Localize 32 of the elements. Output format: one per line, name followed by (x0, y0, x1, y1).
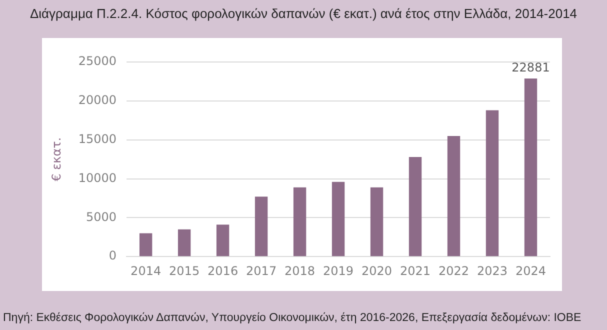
data-label: 22881 (512, 60, 550, 75)
bar (254, 196, 268, 256)
chart-title: Διάγραμμα Π.2.2.4. Κόστος φορολογικών δαπανών (€ εκατ.) ανά έτος στην Ελλάδα, 2014-2014 (28, 6, 578, 21)
x-tick-label: 2017 (246, 264, 277, 278)
x-tick-label: 2020 (362, 264, 392, 278)
x-tick-label: 2019 (323, 264, 354, 278)
y-axis-title: € εκατ. (49, 137, 64, 182)
bar (370, 187, 384, 256)
x-tick-label: 2024 (515, 264, 546, 278)
x-tick-label: 2014 (130, 264, 162, 278)
x-tick-label: 2018 (284, 264, 316, 278)
y-tick-label: 5000 (86, 210, 117, 224)
bar (447, 136, 460, 256)
y-tick-label: 10000 (78, 170, 117, 185)
y-tick-label: 0 (108, 248, 117, 263)
bar (332, 182, 345, 256)
bar (486, 110, 499, 256)
x-tick-label: 2016 (208, 264, 238, 278)
bar (139, 233, 152, 256)
bar (293, 187, 306, 256)
x-tick-label: 2023 (476, 264, 508, 278)
x-tick-label: 2022 (438, 264, 470, 278)
x-tick-label: 2015 (169, 264, 200, 278)
bar (216, 224, 230, 256)
bar (524, 78, 538, 256)
x-tick-label: 2021 (400, 264, 431, 278)
text: Πηγή: Εκθέσεις Φορολογικών Δαπανών, Υπουργείο Οικονομικών, έτη 2016-2026, Επεξεργασία δεδομένων: ΙΟΒΕ (3, 312, 582, 324)
bar (178, 229, 191, 256)
y-tick-label: 15000 (78, 132, 117, 146)
y-tick-label: 25000 (78, 54, 117, 68)
y-tick-label: 20000 (78, 93, 117, 108)
bar (408, 156, 422, 256)
